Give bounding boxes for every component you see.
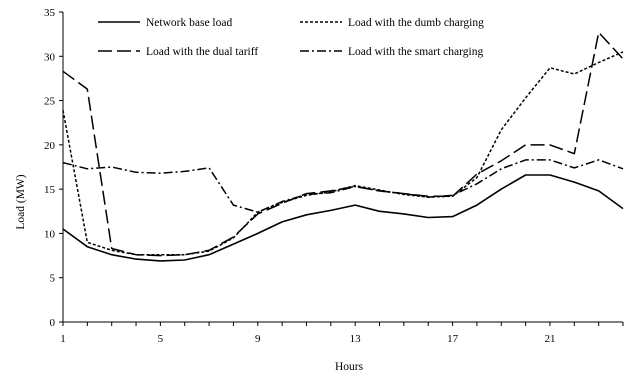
- y-axis-ticks: 0 5 10 15 20 25 30 35: [44, 7, 63, 329]
- legend-item: Network base load: [98, 17, 232, 29]
- x-tick-label: 1: [60, 333, 66, 345]
- series-line-3: [62, 31, 624, 257]
- legend-item: Load with the dual tariff: [98, 46, 258, 58]
- legend-label: Load with the smart charging: [348, 46, 483, 58]
- axes: [62, 12, 623, 323]
- y-tick-label: 35: [44, 7, 56, 19]
- x-axis-title: Hours: [335, 361, 364, 373]
- y-tick-label: 5: [50, 273, 56, 285]
- legend-label: Network base load: [146, 17, 232, 29]
- y-tick-label: 15: [44, 184, 56, 196]
- y-tick-label: 25: [44, 96, 56, 108]
- legend-label: Load with the dumb charging: [348, 17, 484, 29]
- x-tick-label: 21: [544, 333, 555, 345]
- y-tick-label: 30: [44, 51, 56, 63]
- x-tick-label: 17: [447, 333, 459, 345]
- legend-label: Load with the dual tariff: [146, 46, 258, 58]
- y-tick-label: 10: [44, 228, 56, 240]
- y-tick-label: 0: [50, 317, 56, 329]
- x-tick-label: 5: [158, 333, 164, 345]
- series-line-1: [62, 174, 624, 262]
- series-line-4: [62, 159, 624, 213]
- series-lines: [62, 31, 624, 262]
- legend-item: Load with the dumb charging: [300, 17, 484, 29]
- series-line-2: [62, 51, 624, 256]
- legend: Network base load Load with the dumb char…: [98, 17, 484, 58]
- legend-item: Load with the smart charging: [300, 46, 483, 58]
- y-axis-title: Load (MW): [15, 174, 27, 229]
- x-axis-ticks: 1 5 9 13 17 21: [60, 322, 624, 345]
- y-tick-label: 20: [44, 140, 56, 152]
- x-tick-label: 9: [255, 333, 261, 345]
- x-tick-label: 13: [350, 333, 362, 345]
